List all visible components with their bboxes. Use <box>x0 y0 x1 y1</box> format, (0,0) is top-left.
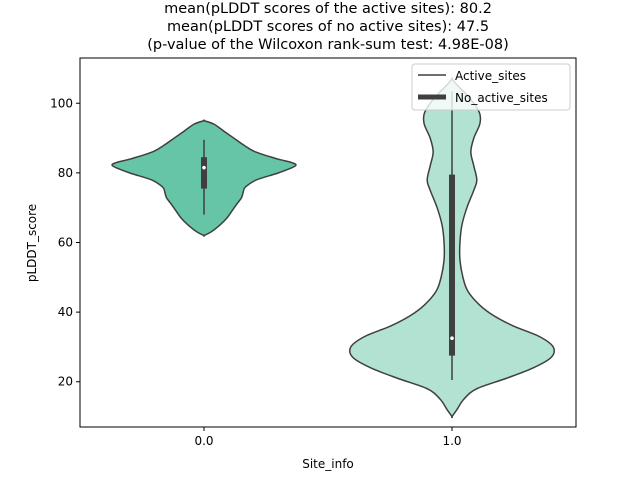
y-tick-label: 80 <box>58 166 73 180</box>
violins-layer <box>111 77 556 419</box>
title-line-3: (p-value of the Wilcoxon rank-sum test: … <box>147 37 508 53</box>
inner-boxplots-layer <box>201 91 455 381</box>
title-line-2: mean(pLDDT scores of no active sites): 4… <box>167 19 489 35</box>
x-tick-label: 0.0 <box>194 434 213 448</box>
y-tick-label: 40 <box>58 305 73 319</box>
y-axis-ticks: 20 40 60 80 100 <box>50 96 80 389</box>
median-marker-no-active-sites <box>450 336 454 341</box>
median-marker-active-sites <box>202 165 206 170</box>
x-axis-ticks: 0.0 1.0 <box>194 427 462 448</box>
legend-no-active-sites-label: No_active_sites <box>455 91 548 105</box>
chart-title: mean(pLDDT scores of the active sites): … <box>147 1 508 53</box>
x-tick-label: 1.0 <box>442 434 461 448</box>
iqr-box-active-sites <box>201 157 207 189</box>
legend: Active_sites No_active_sites <box>411 63 571 111</box>
legend-box <box>411 63 571 111</box>
iqr-box-no-active-sites <box>449 174 455 356</box>
y-tick-label: 60 <box>58 236 73 250</box>
y-tick-label: 100 <box>50 96 73 110</box>
x-axis-label: Site_info <box>302 457 354 471</box>
title-line-1: mean(pLDDT scores of the active sites): … <box>164 1 492 17</box>
y-axis-label: pLDDT_score <box>25 204 39 282</box>
legend-active-sites-label: Active_sites <box>455 69 526 83</box>
y-tick-label: 20 <box>58 375 73 389</box>
